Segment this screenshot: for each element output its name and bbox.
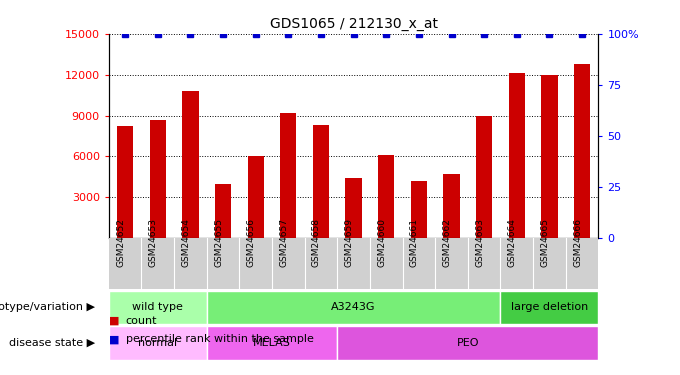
Text: GSM24666: GSM24666: [573, 217, 582, 267]
Bar: [248, 156, 264, 238]
Text: large deletion: large deletion: [511, 303, 588, 312]
Bar: [378, 155, 394, 238]
Bar: [109, 326, 207, 360]
Bar: [280, 113, 296, 238]
Text: ■: ■: [109, 316, 119, 326]
Text: normal: normal: [138, 338, 177, 348]
Bar: [150, 120, 166, 238]
Text: GSM24652: GSM24652: [116, 218, 125, 267]
Title: GDS1065 / 212130_x_at: GDS1065 / 212130_x_at: [269, 17, 438, 32]
Bar: [476, 116, 492, 238]
Bar: [411, 181, 427, 238]
Bar: [337, 326, 598, 360]
Text: PEO: PEO: [456, 338, 479, 348]
Bar: [117, 126, 133, 238]
Text: wild type: wild type: [133, 303, 183, 312]
Text: GSM24657: GSM24657: [279, 217, 288, 267]
Text: GSM24653: GSM24653: [149, 217, 158, 267]
Bar: [443, 174, 460, 238]
Text: GSM24658: GSM24658: [312, 217, 321, 267]
Bar: [313, 125, 329, 238]
Text: percentile rank within the sample: percentile rank within the sample: [126, 334, 313, 344]
Text: GSM24659: GSM24659: [345, 217, 354, 267]
Text: GSM24654: GSM24654: [182, 218, 190, 267]
Bar: [500, 291, 598, 324]
Bar: [541, 75, 558, 238]
Bar: [207, 326, 337, 360]
Bar: [182, 91, 199, 238]
Text: GSM24664: GSM24664: [508, 218, 517, 267]
Text: GSM24656: GSM24656: [247, 217, 256, 267]
Text: ■: ■: [109, 334, 119, 344]
Text: GSM24662: GSM24662: [443, 218, 452, 267]
Bar: [207, 291, 500, 324]
Bar: [574, 64, 590, 238]
Text: count: count: [126, 316, 157, 326]
Bar: [215, 184, 231, 238]
Text: genotype/variation ▶: genotype/variation ▶: [0, 303, 95, 312]
Text: GSM24660: GSM24660: [377, 217, 386, 267]
Text: MELAS: MELAS: [253, 338, 291, 348]
Text: GSM24665: GSM24665: [541, 217, 549, 267]
Bar: [345, 178, 362, 238]
Bar: [109, 291, 207, 324]
Text: GSM24663: GSM24663: [475, 217, 484, 267]
Text: A3243G: A3243G: [331, 303, 376, 312]
Text: GSM24661: GSM24661: [410, 217, 419, 267]
Bar: [509, 73, 525, 238]
Text: disease state ▶: disease state ▶: [9, 338, 95, 348]
Text: GSM24655: GSM24655: [214, 217, 223, 267]
